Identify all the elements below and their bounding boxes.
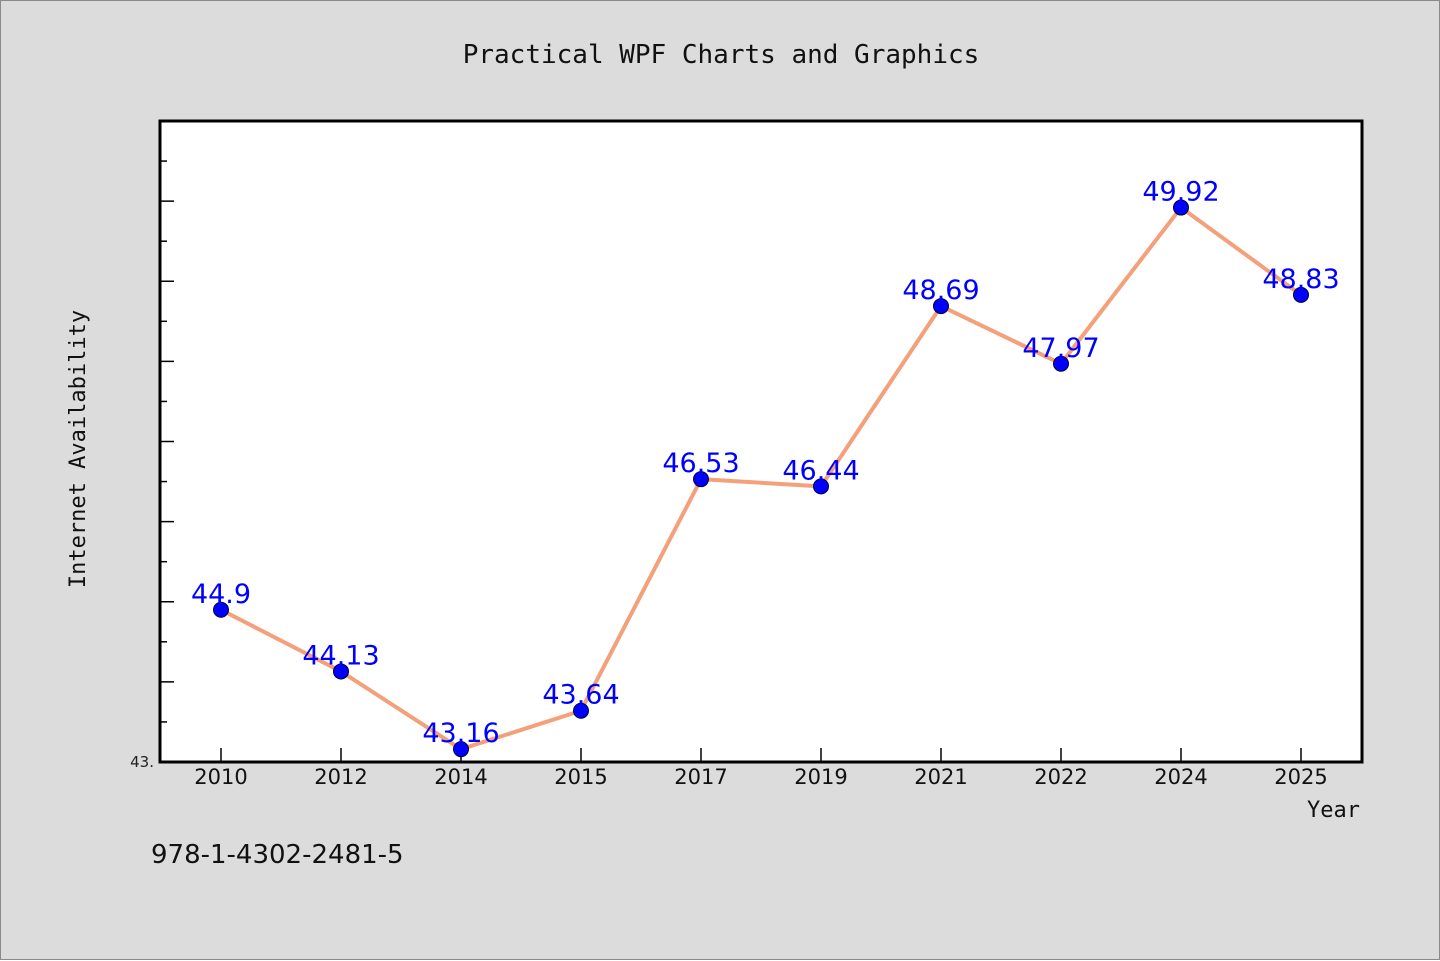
y-axis-ticks [160, 160, 174, 723]
data-point [1053, 355, 1069, 372]
x-tick-label: 2015 [554, 765, 607, 789]
x-tick-label: 2021 [914, 765, 967, 789]
data-label: 48.83 [1262, 264, 1339, 295]
y-axis-label: Internet Availability [66, 310, 91, 588]
series-line [220, 205, 1303, 752]
x-tick-label: 2012 [314, 765, 367, 789]
data-point [213, 601, 229, 618]
data-point [933, 298, 949, 315]
data-label: 46.53 [662, 448, 739, 479]
data-point [573, 702, 589, 719]
data-label: 43.64 [542, 680, 619, 711]
x-tick-label: 2022 [1034, 765, 1087, 789]
x-tick-label: 2010 [194, 765, 247, 789]
data-label: 49.92 [1142, 177, 1219, 208]
data-point [333, 663, 349, 680]
x-tick-label: 2025 [1274, 765, 1327, 789]
x-tick-label: 2017 [674, 765, 727, 789]
x-axis-label: Year [1307, 798, 1360, 823]
data-point [1173, 199, 1189, 216]
data-label: 43.16 [422, 718, 499, 749]
data-point [813, 478, 829, 495]
series-markers [213, 199, 1309, 758]
data-label: 44.13 [302, 640, 379, 671]
data-label: 47.97 [1022, 333, 1099, 364]
data-labels: 44.9 44.13 43.16 43.64 46.53 46.44 48.69 47.97 4… [191, 177, 1340, 750]
data-label: 46.44 [782, 455, 859, 486]
data-label: 44.9 [191, 579, 251, 610]
chart-title: Practical WPF Charts and Graphics [463, 40, 980, 70]
data-point [693, 471, 709, 488]
x-tick-labels: 2010 2012 2014 2015 2017 2019 2021 2022 2024 2025 [194, 765, 1327, 789]
caption-text: 978-1-4302-2481-5 [151, 840, 404, 870]
x-tick-label: 2014 [434, 765, 487, 789]
data-point [1293, 286, 1309, 303]
data-label: 48.69 [902, 275, 979, 306]
data-point [453, 741, 469, 758]
x-tick-label: 2024 [1154, 765, 1207, 789]
x-tick-label: 2019 [794, 765, 847, 789]
y-tick-label: 43. [130, 753, 154, 771]
plot-area [158, 119, 1364, 764]
